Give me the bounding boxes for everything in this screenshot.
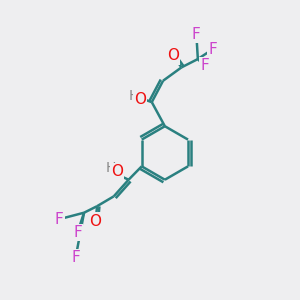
Text: F: F bbox=[71, 250, 80, 265]
Text: F: F bbox=[55, 212, 63, 227]
Text: O: O bbox=[90, 214, 102, 229]
Text: H: H bbox=[128, 88, 139, 103]
Text: O: O bbox=[111, 164, 123, 179]
Text: O: O bbox=[134, 92, 146, 107]
Text: F: F bbox=[208, 42, 217, 57]
Text: F: F bbox=[73, 225, 82, 240]
Text: F: F bbox=[200, 58, 209, 74]
Text: F: F bbox=[192, 27, 201, 42]
Text: H: H bbox=[105, 161, 116, 175]
Text: O: O bbox=[167, 48, 179, 63]
